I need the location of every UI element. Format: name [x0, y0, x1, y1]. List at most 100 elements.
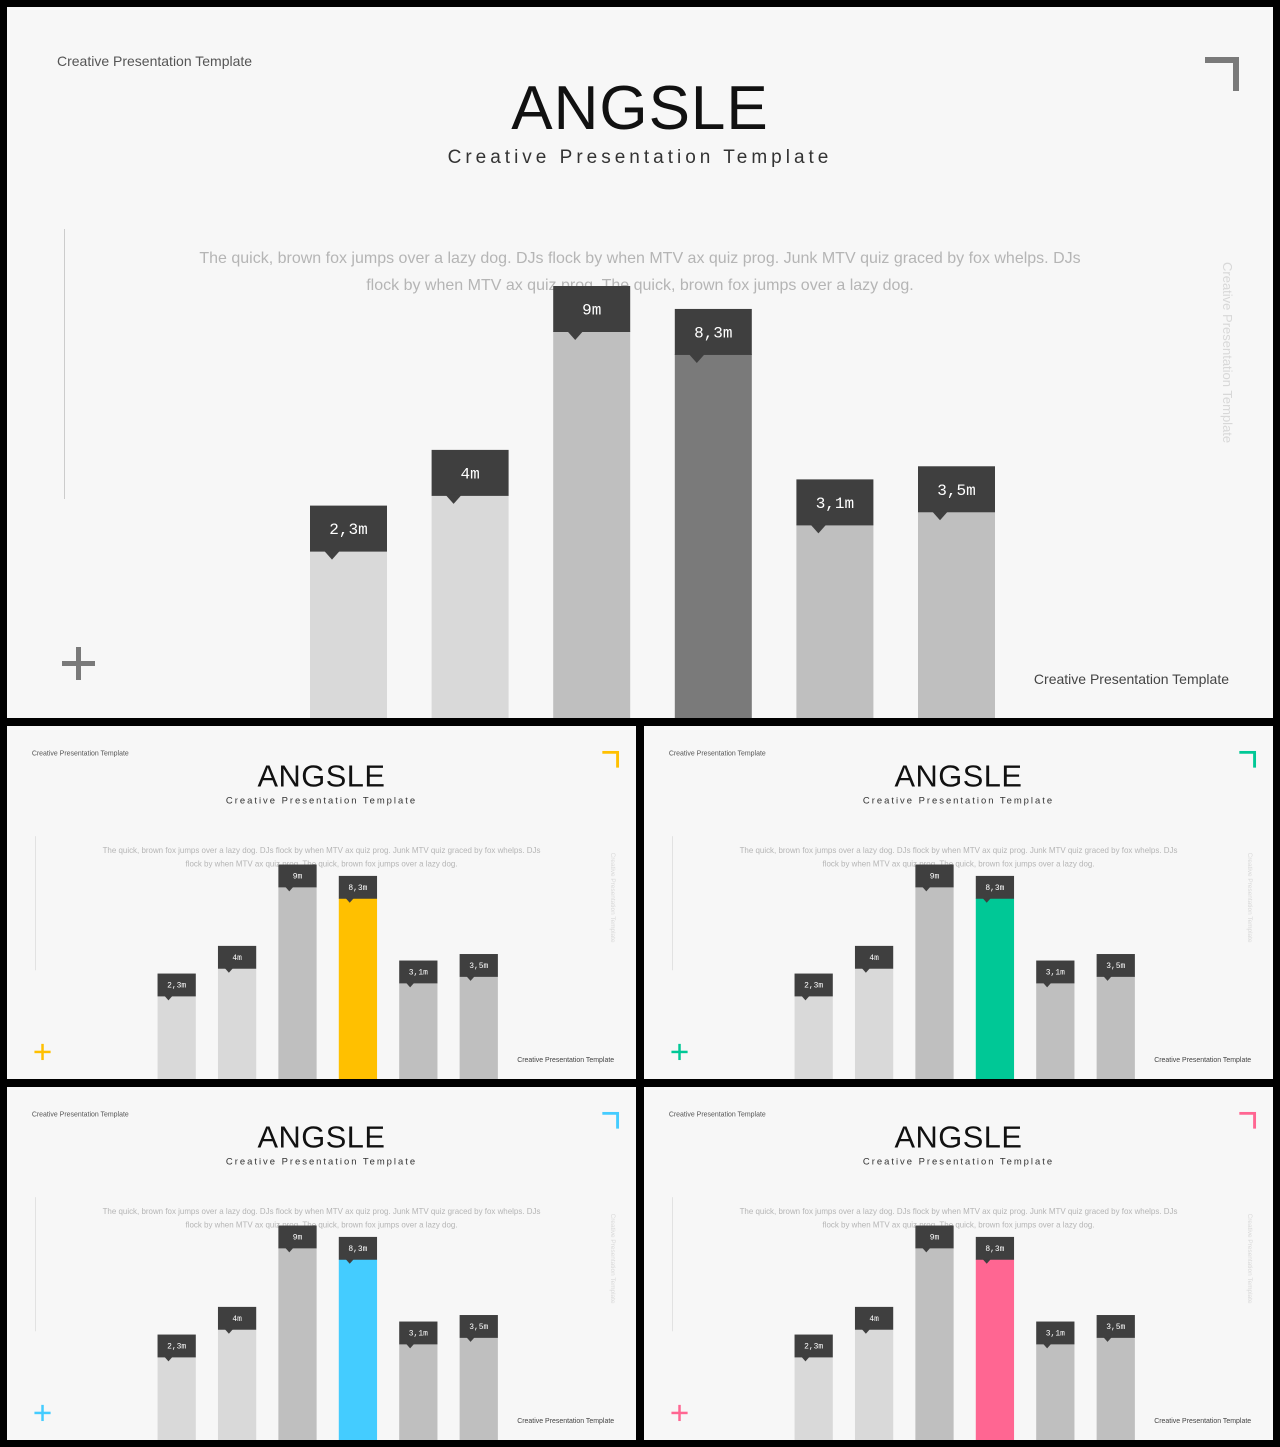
bar-label-box-6 [918, 466, 995, 513]
bar-2 [217, 968, 257, 1079]
bar-value-label-5: 3,1m [816, 495, 854, 513]
bar-value-label-6: 3,5m [469, 1323, 488, 1332]
bar-label-box-3 [278, 864, 317, 888]
slide-title: ANGSLE [511, 74, 769, 143]
corner-bracket-icon [1239, 1111, 1257, 1129]
plus-icon [671, 1043, 688, 1061]
bar-3 [553, 331, 631, 718]
corner-bracket-icon [1205, 57, 1239, 91]
bar-value-label-1: 2,3m [167, 982, 186, 991]
slide-subtitle: Creative Presentation Template [862, 1156, 1055, 1167]
bottom-right-label: Creative Presentation Template [1154, 1416, 1252, 1425]
bar-value-label-5: 3,1m [409, 1330, 428, 1339]
bar-label-pointer-5 [1043, 1343, 1052, 1349]
bar-label-pointer-6 [466, 1337, 475, 1342]
bar-label-pointer-2 [445, 494, 462, 504]
plus-icon [34, 1404, 51, 1422]
bar-label-box-1 [794, 973, 833, 997]
bar-label-box-5 [399, 960, 438, 984]
bar-5 [399, 1343, 438, 1440]
bar-3 [278, 886, 317, 1079]
top-left-label: Creative Presentation Template [31, 748, 129, 757]
bar-value-label-2: 4m [232, 954, 242, 963]
slide-2: Creative Presentation Template ANGSLE Cr… [7, 726, 636, 1079]
slide-subtitle: Creative Presentation Template [225, 795, 418, 806]
plus-icon [62, 647, 95, 680]
bar-label-pointer-2 [861, 968, 870, 973]
bar-label-box-4 [338, 875, 378, 899]
bar-1 [794, 995, 833, 1079]
bar-value-label-6: 3,5m [937, 482, 975, 500]
slide-3: Creative Presentation Template ANGSLE Cr… [644, 726, 1273, 1079]
bar-1 [794, 1356, 833, 1440]
bar-label-box-6 [459, 1315, 498, 1338]
bar-value-label-4: 8,3m [348, 1245, 367, 1254]
bar-label-pointer-3 [285, 1247, 294, 1253]
bar-label-box-4 [674, 308, 752, 355]
bar-label-pointer-6 [1103, 976, 1112, 981]
bar-label-pointer-1 [324, 550, 340, 560]
bar-5 [1036, 1343, 1075, 1440]
bar-label-pointer-4 [345, 898, 354, 903]
bar-value-label-5: 3,1m [1046, 969, 1065, 978]
bar-label-box-6 [1096, 954, 1135, 977]
bar-label-box-4 [975, 1236, 1015, 1260]
bar-label-box-4 [338, 1236, 378, 1260]
slide-5: Creative Presentation Template ANGSLE Cr… [644, 1087, 1273, 1440]
bar-label-pointer-4 [982, 898, 991, 903]
bar-label-pointer-5 [406, 982, 415, 988]
slide-4: Creative Presentation Template ANGSLE Cr… [7, 1087, 636, 1440]
bar-label-box-2 [854, 945, 894, 969]
bar-label-box-1 [794, 1334, 833, 1358]
slide-title: ANGSLE [894, 759, 1023, 794]
bar-6 [1096, 1337, 1135, 1440]
bar-value-label-3: 9m [582, 302, 601, 320]
corner-bracket-icon [602, 1111, 620, 1129]
bar-6 [459, 976, 498, 1079]
bar-label-pointer-1 [164, 995, 173, 1001]
bar-label-pointer-4 [688, 353, 705, 363]
bar-value-label-4: 8,3m [985, 884, 1004, 893]
bar-2 [431, 494, 509, 718]
bottom-right-label: Creative Presentation Template [517, 1055, 615, 1064]
slide-subtitle: Creative Presentation Template [225, 1156, 418, 1167]
bar-label-box-6 [459, 954, 498, 977]
bar-4 [674, 353, 752, 718]
bar-2 [854, 1329, 894, 1440]
bar-label-pointer-2 [861, 1329, 870, 1334]
bar-value-label-3: 9m [930, 873, 940, 882]
bar-label-pointer-4 [345, 1259, 354, 1264]
bar-chart: 2,3m 4m 9m 8,3m 3,1m 3,5m [794, 1225, 1135, 1440]
bar-label-box-5 [1036, 960, 1075, 984]
bar-label-box-3 [915, 1225, 954, 1249]
bar-chart: 2,3m 4m 9m 8,3m 3,1m 3,5m [157, 1225, 498, 1440]
bar-label-pointer-5 [1043, 982, 1052, 988]
bottom-right-label: Creative Presentation Template [517, 1416, 615, 1425]
bar-label-pointer-3 [567, 331, 584, 340]
bar-value-label-6: 3,5m [469, 962, 488, 971]
bar-label-box-1 [310, 505, 387, 552]
top-left-label: Creative Presentation Template [31, 1109, 129, 1118]
bar-value-label-1: 2,3m [329, 521, 367, 539]
bar-3 [915, 886, 954, 1079]
bar-value-label-6: 3,5m [1106, 962, 1125, 971]
bar-label-pointer-1 [801, 995, 810, 1001]
bar-4 [338, 898, 378, 1079]
bar-value-label-4: 8,3m [694, 324, 732, 342]
slide-subtitle: Creative Presentation Template [862, 795, 1055, 806]
body-paragraph: The quick, brown fox jumps over a lazy d… [102, 1207, 541, 1230]
vertical-divider [64, 229, 65, 499]
bar-label-box-2 [217, 945, 257, 969]
body-paragraph: The quick, brown fox jumps over a lazy d… [739, 846, 1178, 869]
bar-label-pointer-3 [922, 1247, 931, 1253]
bar-chart: 2,3m 4m 9m 8,3m 3,1m 3,5m [794, 864, 1135, 1079]
plus-icon [34, 1043, 51, 1061]
bar-label-box-6 [1096, 1315, 1135, 1338]
bar-value-label-6: 3,5m [1106, 1323, 1125, 1332]
bar-value-label-4: 8,3m [985, 1245, 1004, 1254]
bar-chart: 2,3m 4m 9m 8,3m 3,1m 3,5m [157, 864, 498, 1079]
bar-label-box-3 [915, 864, 954, 888]
bar-label-pointer-5 [406, 1343, 415, 1349]
bar-label-box-5 [1036, 1321, 1075, 1345]
slide-subtitle: Creative Presentation Template [447, 147, 833, 168]
